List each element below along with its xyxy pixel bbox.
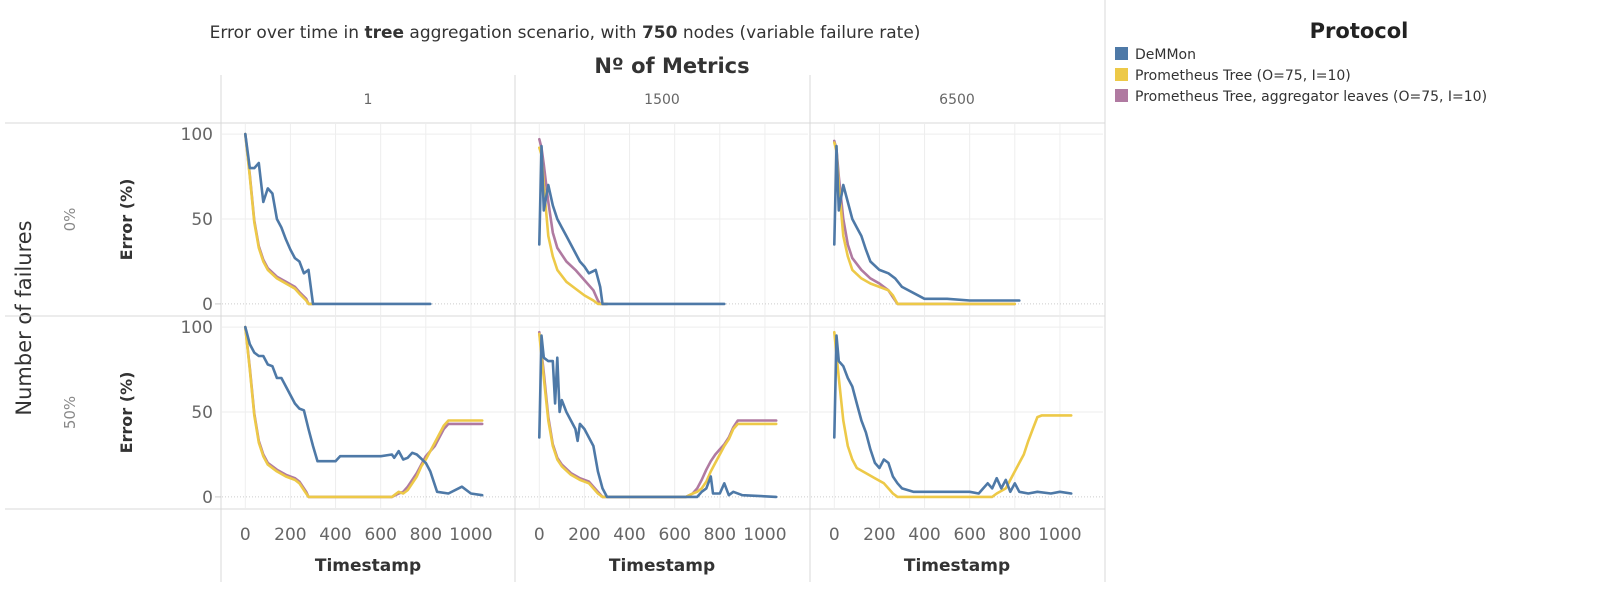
title-part-2: tree	[364, 23, 404, 43]
legend-label: DeMMon	[1135, 47, 1196, 63]
y-axis-label: Error (%)	[117, 179, 136, 261]
chart-frame: 1 1500 6500 0% Error (%) 0 50 100 50% Error (%) 0 5…	[5, 0, 1106, 582]
x-tick-label: 800	[410, 525, 442, 545]
legend-swatch	[1115, 89, 1128, 102]
row-label: 0%	[61, 208, 79, 232]
x-tick-label: 200	[863, 525, 895, 545]
column-label: 1	[364, 92, 373, 108]
x-tick-label: 200	[274, 525, 306, 545]
series-line-prometheus-tree-o-75-i-10	[244, 132, 315, 306]
series-line-demmon	[833, 334, 1073, 495]
panel	[516, 317, 808, 508]
x-axis-label: Timestamp	[609, 556, 715, 576]
x-tick-label: 400	[319, 525, 351, 545]
title-part-1: Error over time in	[210, 23, 365, 43]
legend-label: Prometheus Tree (O=75, I=10)	[1135, 68, 1351, 84]
y-tick-label: 100	[181, 125, 213, 145]
y-tick-label: 100	[181, 318, 213, 338]
legend-label: Prometheus Tree, aggregator leaves (O=75…	[1135, 89, 1487, 105]
x-tick-label: 0	[534, 525, 545, 545]
x-tick-label: 600	[364, 525, 396, 545]
x-tick-label: 400	[613, 525, 645, 545]
panel	[811, 317, 1103, 508]
column-label: 6500	[939, 92, 975, 108]
panel	[215, 124, 514, 315]
x-tick-label: 1000	[1038, 525, 1081, 545]
x-tick-label: 800	[999, 525, 1031, 545]
chart-title: Error over time in tree aggregation scen…	[210, 23, 921, 43]
x-tick-label: 200	[568, 525, 600, 545]
series-line-prometheus-tree-o-75-i-10	[538, 146, 609, 306]
x-tick-label: 600	[658, 525, 690, 545]
y-tick-label: 50	[191, 403, 213, 423]
panel	[215, 317, 514, 508]
series-line-demmon	[244, 132, 432, 306]
x-tick-label: 1000	[743, 525, 786, 545]
series-line-prometheus-tree-aggregator-leaves-o-75-i-10	[538, 330, 778, 499]
title-part-3: aggregation scenario, with	[404, 23, 642, 43]
panels	[215, 124, 1103, 508]
series-line-prometheus-tree-o-75-i-10	[833, 330, 1073, 499]
series-line-demmon	[833, 144, 1021, 302]
title-part-5: nodes (variable failure rate)	[677, 23, 920, 43]
legend: Protocol DeMMon Prometheus Tree (O=75, I=…	[1115, 19, 1487, 105]
column-header: Nº of Metrics	[594, 54, 749, 78]
x-tick-label: 1000	[449, 525, 492, 545]
row-header: Number of failures	[12, 220, 36, 415]
column-label: 1500	[644, 92, 680, 108]
y-tick-label: 0	[202, 488, 213, 508]
title-part-4: 750	[642, 23, 678, 43]
x-tick-label: 800	[704, 525, 736, 545]
series-line-demmon	[244, 325, 484, 497]
series-line-demmon	[538, 334, 778, 499]
series-line-prometheus-tree-aggregator-leaves-o-75-i-10	[538, 137, 609, 306]
panel	[811, 124, 1103, 315]
row-label: 50%	[61, 396, 79, 429]
x-tick-label: 400	[908, 525, 940, 545]
legend-swatch	[1115, 47, 1128, 60]
panel	[516, 124, 808, 315]
legend-title: Protocol	[1310, 19, 1409, 43]
series-line-prometheus-tree-o-75-i-10	[538, 332, 778, 499]
y-tick-label: 0	[202, 295, 213, 315]
series-line-prometheus-tree-o-75-i-10	[244, 325, 484, 499]
x-tick-label: 600	[953, 525, 985, 545]
series-line-demmon	[538, 144, 726, 306]
series-line-prometheus-tree-o-75-i-10	[833, 141, 1017, 306]
y-tick-label: 50	[191, 210, 213, 230]
x-axis-label: Timestamp	[904, 556, 1010, 576]
x-axis-label: Timestamp	[315, 556, 421, 576]
x-tick-label: 0	[829, 525, 840, 545]
x-tick-label: 0	[240, 525, 251, 545]
y-axis-label: Error (%)	[117, 372, 136, 454]
legend-swatch	[1115, 68, 1128, 81]
